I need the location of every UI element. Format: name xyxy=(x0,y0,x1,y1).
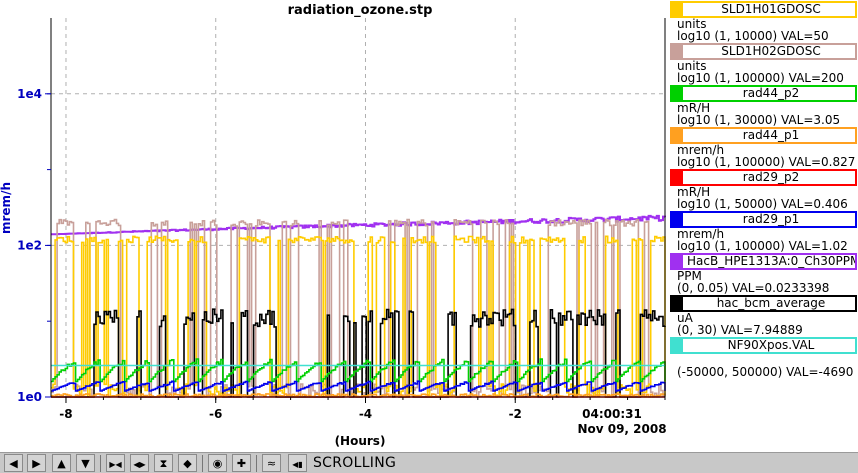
legend-unit: units xyxy=(677,59,707,73)
legend-entry[interactable]: hac_bcm_average uA (0, 30) VAL=7.94889 xyxy=(670,294,858,336)
series-line-hacb-hpe1313a-0-ch30ppm xyxy=(51,214,666,236)
zoom-in-vertical-button[interactable]: ⧗ xyxy=(154,454,173,472)
legend-unit: mrem/h xyxy=(677,143,725,157)
legend-unit: units xyxy=(677,17,707,31)
legend-entry[interactable]: SLD1H01GDOSC units log10 (1, 10000) VAL=50 xyxy=(670,0,858,42)
legend-series-name[interactable]: rad44_p2 xyxy=(670,85,857,102)
zoom-out-horizontal-button[interactable]: ◀▶ xyxy=(130,454,149,472)
legend-entry[interactable]: rad29_p1 mrem/h log10 (1, 100000) VAL=1.02 xyxy=(670,210,858,252)
zoom-out-vertical-button[interactable]: ◆ xyxy=(178,454,197,472)
reset-button[interactable]: ◉ xyxy=(208,454,227,472)
legend-range: (0, 30) VAL=7.94889 xyxy=(677,323,803,337)
zoom-in-vertical-icon: ⧗ xyxy=(159,457,168,470)
legend-series-name[interactable]: hac_bcm_average xyxy=(670,295,857,312)
toolbar: SCROLLING ◀ ▶ ▲ ▼ ▶◀ ◀▶ ⧗ ◆ ◉ ✚ ≈ ◀▮ xyxy=(0,452,858,473)
legend-entry[interactable]: SLD1H02GDOSC units log10 (1, 100000) VAL=2… xyxy=(670,42,858,84)
legend-entry[interactable]: rad29_p2 mR/H log10 (1, 50000) VAL=0.406 xyxy=(670,168,858,210)
scroll-mode-button[interactable]: ≈ xyxy=(262,454,281,472)
legend-unit: mR/H xyxy=(677,101,711,115)
arrow-left-button[interactable]: ◀ xyxy=(4,454,23,472)
reset-icon: ◉ xyxy=(212,457,223,470)
series-line-sld1h02gdosc xyxy=(51,218,666,398)
legend-series-name[interactable]: SLD1H01GDOSC xyxy=(670,1,857,18)
toolbar-separator xyxy=(202,455,203,472)
chart-svg: radiation_ozone.stp 1e0 1e2 1e4 -8 -6 -4 -2 mr… xyxy=(0,3,667,448)
y-tick-label: 1e2 xyxy=(17,238,42,252)
x-tick-label: -6 xyxy=(209,407,222,421)
legend-range: (0, 0.05) VAL=0.0233398 xyxy=(677,281,830,295)
legend-range: log10 (1, 30000) VAL=3.05 xyxy=(677,113,841,127)
pause-icon: ◀▮ xyxy=(292,460,303,469)
legend-range: (-50000, 500000) VAL=-4690 xyxy=(677,365,854,379)
x-axis-label: (Hours) xyxy=(335,434,386,448)
legend-series-name[interactable]: SLD1H02GDOSC xyxy=(670,43,857,60)
legend: SLD1H01GDOSC units log10 (1, 10000) VAL=50… xyxy=(670,0,858,452)
arrow-up-icon: ▲ xyxy=(57,457,66,470)
y-tick-label: 1e0 xyxy=(17,390,42,404)
arrow-right-icon: ▶ xyxy=(32,457,41,470)
arrow-left-icon: ◀ xyxy=(9,457,18,470)
legend-entry[interactable]: NF90Xpos.VAL (-50000, 500000) VAL=-4690 xyxy=(670,336,858,378)
pause-button[interactable]: ◀▮ xyxy=(288,454,307,472)
add-button[interactable]: ✚ xyxy=(232,454,251,472)
legend-range: log10 (1, 100000) VAL=200 xyxy=(677,71,844,85)
zoom-in-horizontal-icon: ▶◀ xyxy=(109,460,122,469)
end-date-label: Nov 09, 2008 xyxy=(577,422,666,436)
zoom-out-vertical-icon: ◆ xyxy=(183,457,192,470)
legend-unit: mrem/h xyxy=(677,227,725,241)
arrow-down-button[interactable]: ▼ xyxy=(76,454,95,472)
status-text: SCROLLING xyxy=(313,455,397,471)
series-line-sld1h01gdosc xyxy=(51,235,666,398)
x-tick-label: -4 xyxy=(359,407,372,421)
arrow-up-button[interactable]: ▲ xyxy=(52,454,71,472)
legend-unit: PPM xyxy=(677,269,702,283)
axes: 1e0 1e2 1e4 -8 -6 -4 -2 xyxy=(17,18,666,421)
toolbar-separator xyxy=(100,455,101,472)
y-axis-label: mrem/h xyxy=(0,182,13,234)
zoom-in-horizontal-button[interactable]: ▶◀ xyxy=(106,454,125,472)
end-time-label: 04:00:31 xyxy=(582,407,642,421)
y-tick-label: 1e4 xyxy=(17,87,42,101)
chart-area: radiation_ozone.stp 1e0 1e2 1e4 -8 -6 -4 -2 mr… xyxy=(0,3,667,448)
legend-series-name[interactable]: NF90Xpos.VAL xyxy=(670,337,857,354)
series-line-rad29-p1 xyxy=(51,380,666,392)
legend-series-name[interactable]: rad29_p1 xyxy=(670,211,857,228)
x-tick-label: -2 xyxy=(509,407,522,421)
legend-unit: mR/H xyxy=(677,185,711,199)
legend-entry[interactable]: HacB_HPE1313A:0_Ch30PPM PPM (0, 0.05) VAL=… xyxy=(670,252,858,294)
x-tick-label: -8 xyxy=(59,407,72,421)
series-layer xyxy=(51,214,666,398)
legend-series-name[interactable]: HacB_HPE1313A:0_Ch30PPM xyxy=(670,253,857,270)
legend-entry[interactable]: rad44_p1 mrem/h log10 (1, 100000) VAL=0.82… xyxy=(670,126,858,168)
legend-range: log10 (1, 50000) VAL=0.406 xyxy=(677,197,848,211)
legend-unit: uA xyxy=(677,311,693,325)
scroll-mode-icon: ≈ xyxy=(266,457,277,470)
chart-title: radiation_ozone.stp xyxy=(288,3,433,18)
legend-series-name[interactable]: rad29_p2 xyxy=(670,169,857,186)
legend-range: log10 (1, 100000) VAL=1.02 xyxy=(677,239,848,253)
legend-range: log10 (1, 10000) VAL=50 xyxy=(677,29,829,43)
legend-series-name[interactable]: rad44_p1 xyxy=(670,127,857,144)
arrow-down-icon: ▼ xyxy=(81,457,90,470)
add-icon: ✚ xyxy=(236,457,247,470)
zoom-out-horizontal-icon: ◀▶ xyxy=(133,460,146,469)
legend-range: log10 (1, 100000) VAL=0.827 xyxy=(677,155,856,169)
legend-entry[interactable]: rad44_p2 mR/H log10 (1, 30000) VAL=3.05 xyxy=(670,84,858,126)
arrow-right-button[interactable]: ▶ xyxy=(27,454,46,472)
toolbar-separator xyxy=(256,455,257,472)
